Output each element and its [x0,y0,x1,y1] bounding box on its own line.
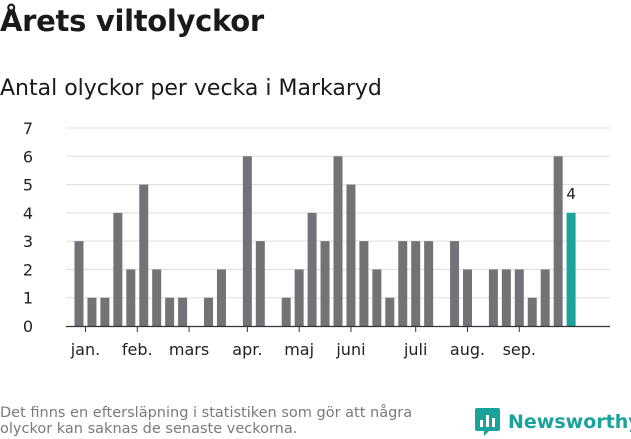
x-tick-label: juli [403,340,427,359]
bar [346,184,356,326]
bar [333,156,343,326]
bar-chart: 0 1 2 3 4 5 6 7 4 jan. feb. mars apr. maj juni juli aug.… [23,119,610,359]
bar [204,297,213,326]
x-tick-label: mars [169,340,209,359]
bar [385,297,395,326]
bar [294,269,304,326]
bar [411,241,421,326]
bar [398,241,408,326]
bar [152,269,162,326]
data-label: 4 [566,185,576,203]
bar [553,156,563,326]
bar [87,297,97,326]
bar [139,184,149,326]
bar [100,297,110,326]
x-tick-label: maj [284,340,314,359]
y-tick-label: 4 [23,204,33,223]
bar [359,241,369,326]
brand-name: Newsworthy [508,411,631,433]
bar [540,269,550,326]
bar-highlight [566,212,576,326]
y-tick-label: 5 [23,176,33,195]
bar [307,212,317,326]
y-tick-label: 1 [23,289,33,308]
bar [501,269,511,326]
x-tick-label: juni [335,340,365,359]
bar [242,156,252,326]
bar [527,297,537,326]
x-tick-label: apr. [232,340,262,359]
bar [113,212,123,326]
bar [178,297,188,326]
newsworthy-icon [475,408,500,436]
bar [255,241,265,326]
chart-title: Årets viltolyckor [0,4,264,38]
bar [320,241,330,326]
bar [463,269,472,326]
y-tick-label: 3 [23,232,33,251]
chart-subtitle: Antal olyckor per vecka i Markaryd [0,76,382,101]
bar [74,241,84,326]
bar [126,269,136,326]
y-tick-label: 6 [23,147,33,166]
bar [372,269,382,326]
y-tick-label: 0 [23,317,33,336]
bar [281,297,291,326]
y-tick-label: 2 [23,260,33,279]
x-tick-label: aug. [450,340,485,359]
x-tick-label: feb. [122,340,153,359]
bar [450,241,460,326]
bar [424,241,434,326]
bar [216,269,226,326]
bar [514,269,524,326]
brand-logo[interactable]: Newsworthy [475,407,631,437]
bar [165,297,175,326]
bar [488,269,498,326]
footnote: Det finns en eftersläpning i statistiken… [0,405,413,437]
x-tick-label: sep. [503,340,536,359]
x-tick-label: jan. [70,340,100,359]
y-tick-label: 7 [23,119,33,138]
